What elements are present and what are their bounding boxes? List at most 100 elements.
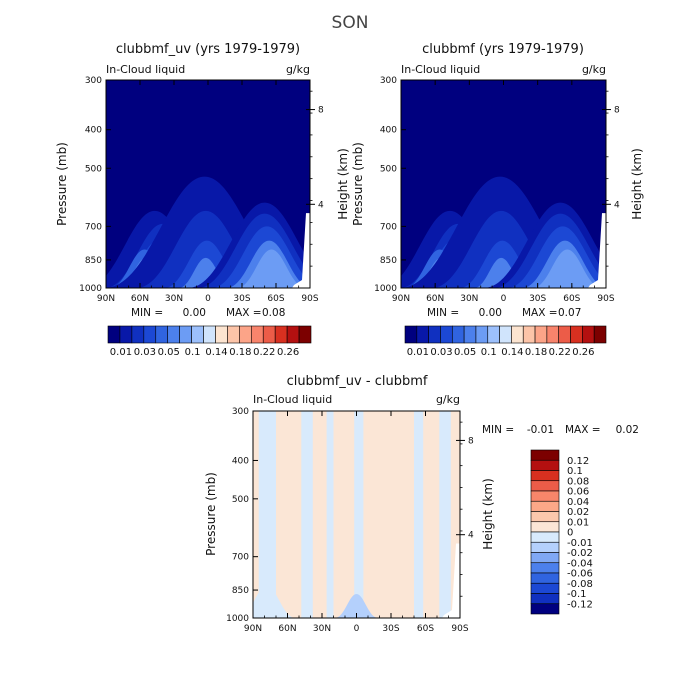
y2-tick-label: 8 [614,106,620,116]
colorbar-swatch [530,531,560,543]
colorbar-tick-label: 0.14 [501,347,523,358]
y-tick-label: 700 [85,222,102,232]
colorbar-swatch [530,562,560,574]
colorbar-swatch [274,325,288,344]
colorbar-tick-label: 0.08 [567,476,589,487]
x-tick-label: 60N [131,294,149,304]
colorbar-tick-label: 0.03 [430,347,452,358]
colorbar-swatch [416,325,429,344]
panel-1-min-value: 0.00 [183,307,206,319]
season-title: SON [332,13,369,33]
colorbar-swatch [530,582,560,594]
panel-3-max-value: 0.02 [616,424,639,436]
colorbar-swatch [530,500,560,512]
colorbar-swatch [227,325,240,344]
colorbar-swatch [143,325,157,344]
colorbar-swatch [463,325,477,344]
colorbar-swatch [428,325,441,344]
colorbar-swatch [191,325,204,344]
colorbar-tick-label: -0.06 [567,569,593,580]
colorbar-swatch [215,325,228,344]
colorbar-tick-label: 0 [567,528,573,539]
colorbar-swatch [522,325,536,344]
field-stripe [439,411,451,618]
colorbar-swatch [530,552,560,564]
panel-3-min-label: MIN = [482,424,514,436]
colorbar-swatch [530,459,560,471]
x-tick-label: 30S [529,294,546,304]
colorbar-tick-label: 0.02 [567,507,589,518]
y2-tick-label: 8 [318,106,324,116]
panel-2-title: clubbmf (yrs 1979-1979) [422,42,584,57]
panel-3-right-label: g/kg [436,393,460,406]
panel-2-min-label: MIN = [427,307,459,319]
colorbar-swatch [534,325,548,344]
colorbar-swatch [475,325,489,344]
field-stripe [326,411,334,618]
x-tick-label: 90N [392,294,410,304]
field-stripe [354,411,364,618]
colorbar-tick-label: 0.01 [110,347,132,358]
colorbar-swatch [546,325,560,344]
colorbar-swatch [404,325,418,344]
colorbar-tick-label: 0.26 [572,347,594,358]
colorbar-tick-label: 0.22 [253,347,275,358]
colorbar-swatch [530,521,560,533]
x-tick-label: 90N [97,294,115,304]
y-tick-label: 700 [380,222,397,232]
field-stripe [301,411,313,618]
colorbar-tick-label: -0.01 [567,538,593,549]
colorbar-tick-label: 0.22 [549,347,571,358]
y-tick-label: 500 [380,164,397,174]
panel-3-max-label: MAX = [565,424,601,436]
x-tick-label: 0 [205,294,211,304]
x-tick-label: 30N [165,294,183,304]
colorbar-swatch [203,325,216,344]
colorbar-tick-label: 0.04 [567,497,589,508]
panel-2-max-label: MAX = [522,307,558,319]
colorbar-swatch [530,449,560,461]
x-tick-label: 60N [278,624,296,634]
x-tick-label: 0 [354,624,360,634]
colorbar-swatch [593,325,607,344]
panel-3-axes: 90N 60N 30N 0 30S 60S 90S 300 400 500 700 850 1000 8 4 [226,407,474,634]
colorbar-swatch [511,325,524,344]
y-tick-label: 300 [232,407,249,417]
colorbar-swatch [155,325,169,344]
colorbar-tick-label: -0.1 [567,589,587,600]
x-tick-label: 60N [426,294,444,304]
panel-1-max-label: MAX = [226,307,262,319]
colorbar-tick-label: 0.1 [481,347,497,358]
panel-3-min-value: -0.01 [527,424,554,436]
field-contour [253,585,296,618]
colorbar-swatch [530,593,560,605]
colorbar-swatch [530,470,560,482]
y-tick-label: 400 [85,126,102,136]
colorbar-swatch [530,603,560,615]
panel-1-left-label: In-Cloud liquid [106,63,185,76]
colorbar-swatch [440,325,453,344]
panel-2-axes: 90N 60N 30N 0 30S 60S 90S 300 400 500 700 850 1000 8 4 [374,76,620,304]
panel-3-colorbar: 0.120.10.080.060.040.020.010-0.01-0.02-0… [530,449,593,615]
colorbar-swatch [262,325,276,344]
colorbar-swatch [499,325,512,344]
x-tick-label: 30S [382,624,399,634]
colorbar-swatch [487,325,500,344]
masked-surface [588,213,606,288]
y2-tick-label: 4 [318,200,324,210]
colorbar-tick-label: -0.12 [567,599,593,610]
colorbar-swatch [179,325,192,344]
colorbar-swatch [286,325,300,344]
panel-2-colorbar: 0.01 0.03 0.05 0.1 0.14 0.18 0.22 0.26 [404,325,607,358]
y2-tick-label: 4 [468,531,474,541]
panel-1-min-label: MIN = [131,307,163,319]
panel-2: clubbmf (yrs 1979-1979) In-Cloud liquid … [351,42,644,358]
y-tick-label: 1000 [374,284,397,294]
colorbar-tick-label: 0.18 [229,347,251,358]
colorbar-tick-label: 0.05 [454,347,476,358]
y2-tick-label: 8 [468,436,474,446]
colorbar-tick-label: 0.14 [205,347,227,358]
colorbar-tick-label: -0.08 [567,579,593,590]
colorbar-tick-label: 0.05 [158,347,180,358]
